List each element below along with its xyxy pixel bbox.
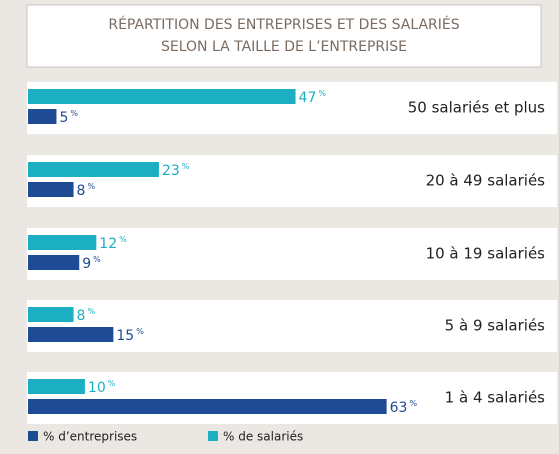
category-label: 50 salariés et plus (408, 99, 545, 117)
legend-swatch (28, 431, 38, 441)
value-label: 8% (77, 307, 96, 325)
legend-label: % d’entreprises (43, 430, 137, 444)
value-label: 8% (77, 182, 96, 200)
legend-label: % de salariés (223, 430, 303, 444)
value-label: 5% (59, 109, 78, 127)
bar (28, 399, 387, 414)
bar (28, 379, 85, 394)
category-label: 1 à 4 salariés (445, 389, 546, 407)
legend-swatch (208, 431, 218, 441)
bar (28, 307, 74, 322)
value-label: 12% (99, 235, 127, 253)
title-box (26, 4, 542, 68)
value-label: 63% (390, 399, 418, 417)
row-band (27, 228, 557, 280)
category-label: 20 à 49 salariés (426, 172, 546, 190)
bar (28, 109, 57, 124)
bar (28, 182, 74, 197)
bar (28, 162, 159, 177)
chart-title: SELON LA TAILLE DE L’ENTREPRISE (161, 39, 407, 55)
value-label: 23% (162, 162, 190, 180)
category-label: 10 à 19 salariés (426, 245, 546, 263)
bar (28, 89, 296, 104)
bar (28, 327, 114, 342)
value-label: 10% (88, 379, 116, 397)
bar (28, 255, 80, 270)
bar (28, 235, 97, 250)
chart-title: RÉPARTITION DES ENTREPRISES ET DES SALAR… (108, 16, 459, 33)
category-label: 5 à 9 salariés (445, 317, 546, 335)
value-label: 9% (82, 255, 101, 273)
row-band (27, 300, 557, 352)
value-label: 47% (299, 89, 327, 107)
row-band (27, 372, 557, 424)
value-label: 15% (116, 327, 144, 345)
